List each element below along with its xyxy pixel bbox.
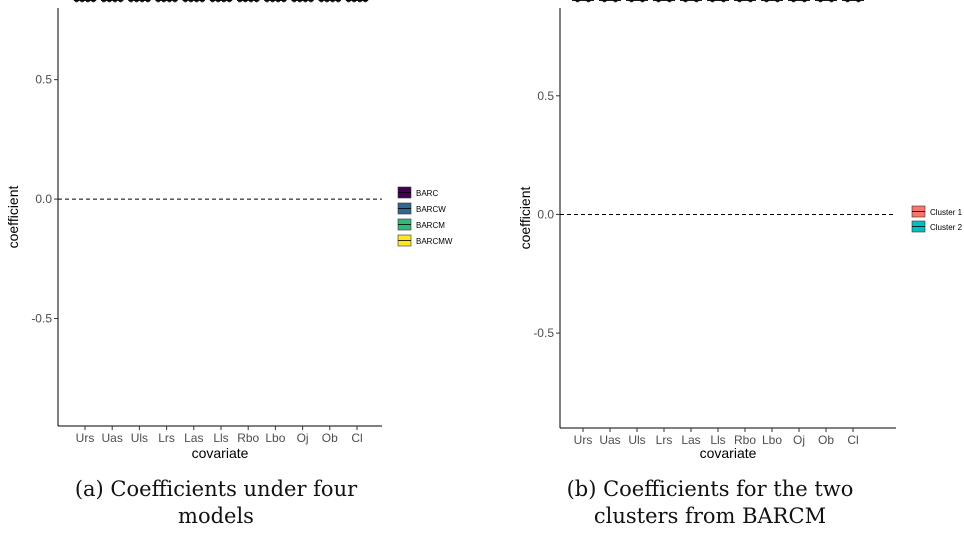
- a-y-tick-label: 0.0: [35, 192, 52, 206]
- panel-b-chart: coefficient covariate -0.5 0.0 0.5 Urs Uas U…: [517, 0, 963, 461]
- b-x-tick-label: Ob: [818, 433, 834, 447]
- b-x-tick-label: Urs: [574, 433, 593, 447]
- a-legend-label: BARCW: [416, 205, 446, 214]
- b-legend-label: Cluster 1: [930, 208, 963, 217]
- b-x-tick-label: Rbo: [734, 433, 756, 447]
- a-legend-label: BARCMW: [416, 237, 453, 246]
- a-x-tick-label: Cl: [351, 431, 362, 445]
- a-x-tick-label: Las: [184, 431, 203, 445]
- caption-a: (a) Coefficients under four models: [74, 477, 358, 528]
- a-x-tick-label: Uas: [102, 431, 123, 445]
- panel-b-y-axis-title: coefficient: [517, 186, 533, 249]
- a-legend-label: BARC: [416, 189, 438, 198]
- b-y-tick-label: -0.5: [533, 326, 554, 340]
- b-x-tick-label: Oj: [793, 433, 805, 447]
- b-x-tick-label: Uls: [628, 433, 645, 447]
- b-legend-label: Cluster 2: [930, 223, 963, 232]
- panel-a-y-axis-title: coefficient: [5, 185, 21, 248]
- a-x-tick-label: Ob: [322, 431, 338, 445]
- a-legend-label: BARCM: [416, 221, 445, 230]
- a-x-tick-label: Rbo: [237, 431, 259, 445]
- b-x-tick-label: Las: [681, 433, 700, 447]
- a-x-tick-label: Oj: [297, 431, 309, 445]
- b-x-tick-label: Lls: [710, 433, 725, 447]
- a-x-tick-label: Lrs: [158, 431, 175, 445]
- b-y-tick-label: 0.0: [537, 207, 554, 221]
- panel-b-x-axis-title: covariate: [700, 445, 757, 461]
- b-x-tick-label: Lrs: [656, 433, 673, 447]
- a-x-tick-label: Urs: [76, 431, 95, 445]
- b-x-tick-label: Lbo: [762, 433, 782, 447]
- a-x-tick-label: Uls: [131, 431, 148, 445]
- panel-a-x-axis-title: covariate: [192, 445, 249, 461]
- a-y-tick-label: -0.5: [31, 312, 52, 326]
- caption-b: (b) Coefficients for the two clusters fr…: [566, 477, 854, 528]
- panel-a-chart: coefficient covariate -0.5 0.0 0.5 Urs Uas U…: [5, 0, 453, 461]
- a-y-tick-label: 0.5: [35, 73, 52, 87]
- b-y-tick-label: 0.5: [537, 89, 554, 103]
- a-x-tick-label: Lbo: [265, 431, 285, 445]
- figure: coefficient covariate -0.5 0.0 0.5 Urs Uas U…: [5, 0, 963, 461]
- a-x-tick-label: Lls: [213, 431, 228, 445]
- b-x-tick-label: Uas: [599, 433, 620, 447]
- b-x-tick-label: Cl: [847, 433, 858, 447]
